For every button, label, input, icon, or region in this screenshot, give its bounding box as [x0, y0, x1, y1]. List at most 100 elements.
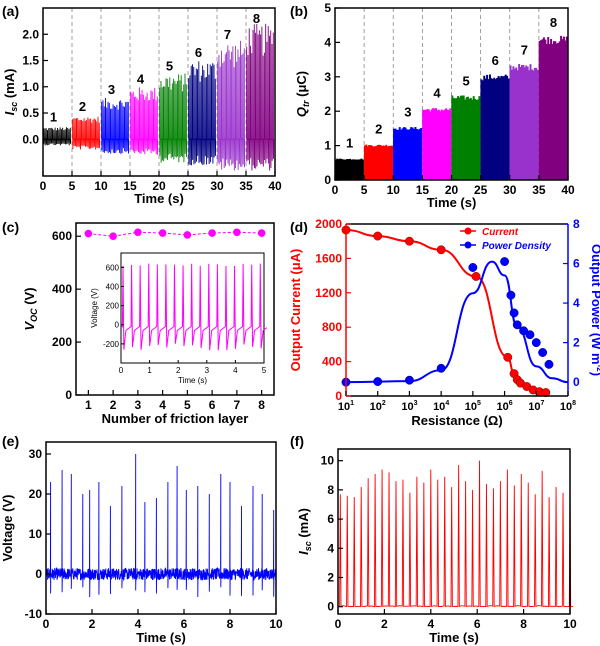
e-y-tick-label: 10	[29, 527, 43, 541]
d-power-point	[509, 308, 519, 318]
d-x-tick-label: 101	[338, 400, 354, 413]
c-inset-x-axis-label: Time (s)	[178, 376, 207, 385]
d-legend-power-marker	[464, 241, 472, 249]
panel-a-chart: 1 2 3 4 5 6 7 8 0 5 10 15 20 25 30 35 40 0.0 0.5 1.0 1.5 2.0 T…	[2, 7, 282, 206]
b-segment-label: 6	[492, 53, 499, 68]
d-power-point	[525, 330, 535, 340]
d-y2-tick-label: 2	[573, 336, 580, 350]
d-current-point	[436, 245, 446, 255]
d-power-fit-line	[345, 260, 569, 384]
c-inset-y-tick-label: 200	[106, 302, 120, 311]
b-x-tick-label: 20	[445, 183, 459, 197]
a-series-4	[130, 87, 159, 155]
d-power-point	[538, 348, 548, 357]
a-series-7	[217, 40, 246, 171]
d-x-tick-label: 106	[496, 400, 512, 413]
c-x-tick-label: 2	[110, 398, 117, 412]
b-series-6	[480, 74, 510, 180]
e-x-axis-label: Time (s)	[136, 630, 186, 645]
d-legend-power-label: Power Density	[482, 241, 551, 252]
a-segment-label: 2	[79, 99, 86, 114]
panel-label-a: (a)	[2, 3, 19, 19]
e-x-tick-label: 6	[181, 617, 188, 631]
b-series-2	[363, 144, 394, 180]
e-y-tick-label: 30	[29, 447, 43, 461]
f-y-tick-label: 4	[327, 541, 334, 555]
c-data-point	[208, 229, 216, 237]
a-segment-label: 8	[253, 11, 260, 26]
b-segment-label: 1	[346, 135, 353, 150]
panel-label-d: (d)	[290, 219, 308, 235]
d-legend-current-marker	[464, 227, 472, 235]
f-y-axis-label: Isc (mA)	[296, 508, 313, 555]
c-inset-x-tick-label: 3	[205, 366, 210, 375]
d-power-point	[404, 375, 414, 385]
c-inset-x-tick-label: 4	[233, 366, 238, 375]
c-inset-x-tick-label: 2	[176, 366, 181, 375]
c-data-point	[158, 229, 167, 237]
d-x-axis-label: Resistance (Ω)	[411, 413, 502, 428]
c-inset-y-axis-label: Voltage (V)	[90, 288, 99, 328]
d-power-point	[468, 263, 478, 272]
d-y-tick-label: 2000	[315, 217, 342, 231]
a-y-tick-label: 0.0	[22, 132, 39, 146]
d-current-point	[541, 388, 551, 398]
f-x-tick-label: 6	[474, 617, 481, 631]
f-x-tick-label: 8	[520, 617, 527, 631]
c-inset-y-tick-label: 400	[106, 282, 120, 291]
a-series-3	[101, 97, 130, 154]
e-y-tick-label: 20	[29, 487, 43, 501]
f-current-trace	[337, 460, 574, 608]
a-segment-label: 1	[50, 110, 57, 125]
b-segment-label: 5	[462, 73, 469, 88]
f-x-axis-label: Time (s)	[429, 630, 479, 645]
d-x-tick-label: 104	[433, 400, 449, 413]
c-data-point	[84, 229, 93, 238]
e-x-tick-label: 0	[43, 617, 50, 631]
a-series-1	[43, 127, 72, 146]
c-y-tick-label: 0	[65, 388, 72, 402]
d-y2-tick-label: 6	[573, 257, 580, 271]
b-series-1	[334, 158, 364, 180]
e-x-tick-label: 2	[89, 617, 96, 631]
panel-d-chart: 101 102 103 104 105 106 107 108 0 400 800 1200 1600 2…	[288, 217, 600, 428]
c-data-point	[233, 228, 241, 237]
c-x-tick-label: 8	[258, 398, 265, 412]
b-y-axis-label: Qtr (μC)	[294, 71, 311, 117]
d-current-point	[471, 272, 481, 281]
d-y-tick-label: 0	[335, 389, 342, 403]
a-y-tick-label: 1.5	[22, 54, 39, 68]
e-x-tick-label: 4	[135, 617, 142, 631]
b-x-tick-label: 30	[503, 183, 517, 197]
f-plot-frame	[337, 448, 571, 615]
f-x-tick-label: 0	[335, 617, 342, 631]
d-power-point	[500, 257, 510, 267]
a-series-2	[72, 116, 101, 150]
b-segment-label: 3	[404, 104, 411, 119]
a-x-tick-label: 20	[152, 179, 166, 193]
b-y-tick-label: 5	[324, 1, 331, 15]
e-voltage-trace	[45, 453, 277, 598]
c-data-point	[257, 229, 266, 237]
d-y2-tick-label: 0	[573, 375, 580, 389]
a-y-axis-label: Isc (mA)	[2, 69, 19, 116]
c-y-tick-label: 600	[52, 229, 72, 243]
f-y-tick-label: 6	[327, 512, 334, 526]
c-x-tick-label: 3	[135, 398, 142, 412]
b-series-5	[451, 95, 481, 180]
c-inset-y-tick-label: 600	[106, 263, 120, 272]
b-segment-label: 4	[433, 85, 441, 100]
d-x-tick-label: 107	[528, 400, 544, 413]
a-x-tick-label: 30	[210, 179, 224, 193]
d-current-point	[373, 231, 383, 241]
d-power-point	[436, 363, 446, 373]
d-current-point	[404, 236, 414, 246]
c-inset-trace	[120, 263, 268, 351]
c-inset-y-tick-label: -200	[103, 340, 120, 349]
b-x-tick-label: 25	[474, 183, 488, 197]
d-y2-tick-label: 8	[573, 217, 580, 231]
c-x-tick-label: 1	[85, 398, 92, 412]
a-y-tick-label: 0.5	[22, 106, 39, 120]
